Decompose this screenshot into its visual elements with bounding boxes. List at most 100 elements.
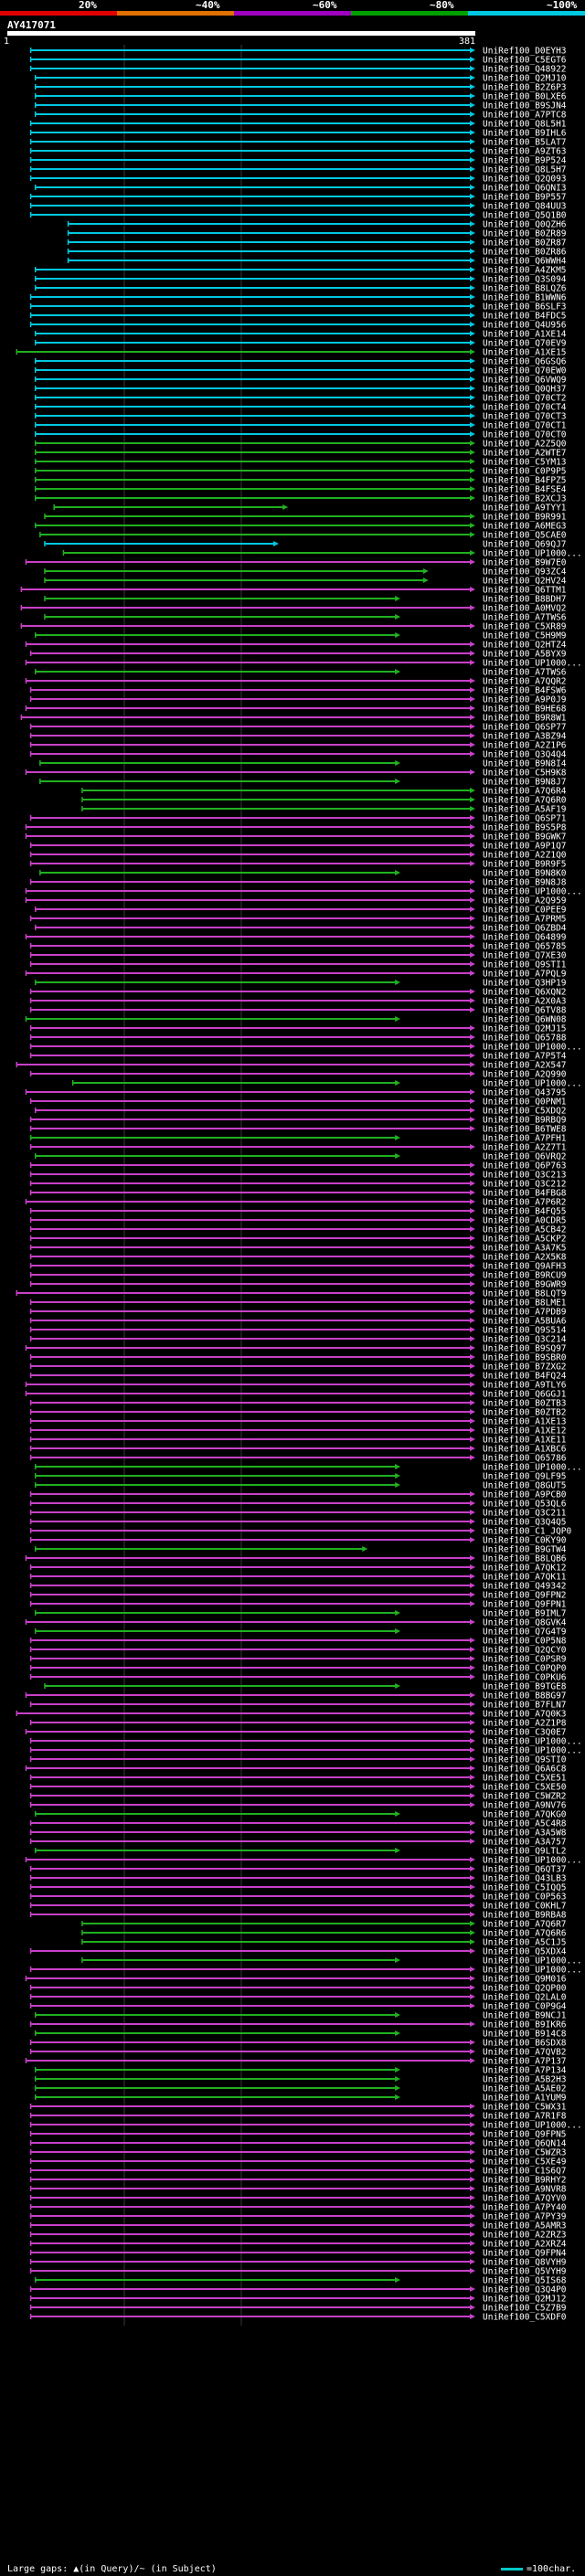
hit-label[interactable]: UniRef100_A9NV76 bbox=[483, 1801, 567, 1811]
hit-row[interactable]: UniRef100_Q64899 bbox=[25, 933, 567, 943]
hit-label[interactable]: UniRef100_A2Z1P6 bbox=[483, 741, 567, 751]
hit-row[interactable]: UniRef100_Q6XQN2 bbox=[29, 988, 567, 998]
hit-row[interactable]: UniRef100_Q9LTL2 bbox=[34, 1847, 567, 1857]
hit-row[interactable]: UniRef100_A9PCB0 bbox=[29, 1490, 567, 1500]
hit-label[interactable]: UniRef100_A2X0A3 bbox=[483, 997, 567, 1007]
hit-label[interactable]: UniRef100_UP1000... bbox=[483, 887, 582, 897]
hit-row[interactable]: UniRef100_Q6P763 bbox=[29, 1161, 567, 1171]
hit-label[interactable]: UniRef100_C0KHL7 bbox=[483, 1902, 567, 1912]
hit-label[interactable]: UniRef100_B9N8K0 bbox=[483, 869, 567, 879]
hit-label[interactable]: UniRef100_C5XE49 bbox=[483, 2157, 567, 2168]
hit-label[interactable]: UniRef100_Q70CT4 bbox=[483, 403, 567, 413]
hit-label[interactable]: UniRef100_Q3C213 bbox=[483, 1171, 567, 1181]
hit-label[interactable]: UniRef100_Q6QT37 bbox=[483, 1865, 567, 1875]
hit-row[interactable]: UniRef100_C0PSR9 bbox=[29, 1655, 567, 1665]
hit-row[interactable]: UniRef100_A7PY40 bbox=[29, 2203, 567, 2213]
hit-row[interactable]: UniRef100_Q6QT37 bbox=[29, 1865, 567, 1875]
hit-row[interactable]: UniRef100_B0ZR86 bbox=[67, 248, 567, 258]
hit-row[interactable]: UniRef100_A5B2H3 bbox=[34, 2075, 567, 2085]
hit-label[interactable]: UniRef100_Q6GSQ6 bbox=[483, 357, 567, 367]
hit-row[interactable]: UniRef100_Q3HP19 bbox=[34, 979, 567, 989]
hit-row[interactable]: UniRef100_Q6QNI3 bbox=[34, 184, 567, 194]
hit-label[interactable]: UniRef100_Q5XDX4 bbox=[483, 1947, 567, 1957]
hit-label[interactable]: UniRef100_C5WZR2 bbox=[483, 1792, 567, 1802]
hit-row[interactable]: UniRef100_C5H9M9 bbox=[34, 631, 567, 641]
hit-row[interactable]: UniRef100_A7TWS6 bbox=[44, 613, 567, 623]
hit-label[interactable]: UniRef100_A7Q6R7 bbox=[483, 1920, 567, 1930]
hit-row[interactable]: UniRef100_B8LQT9 bbox=[16, 1289, 567, 1299]
hit-row[interactable]: UniRef100_Q3Q4Q4 bbox=[29, 750, 567, 760]
hit-row[interactable]: UniRef100_C5XDQ2 bbox=[34, 1107, 567, 1117]
hit-row[interactable]: UniRef100_Q9LF95 bbox=[34, 1472, 567, 1482]
hit-label[interactable]: UniRef100_Q70EV9 bbox=[483, 339, 567, 349]
hit-row[interactable]: UniRef100_Q65786 bbox=[29, 1454, 567, 1464]
hit-label[interactable]: UniRef100_Q9FPN1 bbox=[483, 1600, 567, 1610]
hit-row[interactable]: UniRef100_UP1000... bbox=[62, 549, 582, 559]
hit-row[interactable]: UniRef100_UP1000... bbox=[81, 1956, 582, 1966]
hit-row[interactable]: UniRef100_A1XE15 bbox=[16, 348, 567, 358]
hit-label[interactable]: UniRef100_B9W7E0 bbox=[483, 558, 567, 568]
hit-row[interactable]: UniRef100_Q8L5H7 bbox=[29, 165, 567, 175]
hit-label[interactable]: UniRef100_Q2QCY0 bbox=[483, 1646, 567, 1656]
hit-row[interactable]: UniRef100_Q5VYH9 bbox=[29, 2267, 567, 2277]
hit-label[interactable]: UniRef100_Q93ZC4 bbox=[483, 567, 567, 578]
hit-row[interactable]: UniRef100_A9TYY1 bbox=[53, 504, 567, 514]
hit-row[interactable]: UniRef100_A7P134 bbox=[34, 2066, 567, 2076]
hit-label[interactable]: UniRef100_UP1000... bbox=[483, 1463, 582, 1473]
hit-row[interactable]: UniRef100_B9GTW4 bbox=[34, 1545, 567, 1555]
hit-row[interactable]: UniRef100_C5XR89 bbox=[20, 622, 567, 632]
hit-row[interactable]: UniRef100_A4ZKM5 bbox=[34, 266, 567, 276]
hit-label[interactable]: UniRef100_B8LQB6 bbox=[483, 1554, 567, 1564]
hit-label[interactable]: UniRef100_Q8GVK4 bbox=[483, 1618, 567, 1628]
hit-row[interactable]: UniRef100_B9RBA8 bbox=[29, 1911, 567, 1921]
hit-row[interactable]: UniRef100_B4FPZ5 bbox=[34, 476, 567, 486]
hit-row[interactable]: UniRef100_B4FSW6 bbox=[29, 686, 567, 696]
hit-label[interactable]: UniRef100_A7P134 bbox=[483, 2066, 567, 2076]
hit-label[interactable]: UniRef100_UP1000... bbox=[483, 2121, 582, 2131]
hit-label[interactable]: UniRef100_B8LQT9 bbox=[483, 1289, 567, 1299]
hit-row[interactable]: UniRef100_Q7XE30 bbox=[29, 951, 567, 961]
hit-row[interactable]: UniRef100_A2Z1P8 bbox=[29, 1719, 567, 1729]
hit-row[interactable]: UniRef100_A5CKP2 bbox=[29, 1235, 567, 1245]
hit-row[interactable]: UniRef100_B9R8W1 bbox=[20, 714, 567, 724]
hit-label[interactable]: UniRef100_A2ZRZ3 bbox=[483, 2231, 567, 2241]
hit-row[interactable]: UniRef100_B914C8 bbox=[34, 2030, 567, 2040]
hit-label[interactable]: UniRef100_B9S5P8 bbox=[483, 823, 567, 833]
hit-row[interactable]: UniRef100_A3A5W8 bbox=[29, 1829, 567, 1839]
hit-label[interactable]: UniRef100_A1XBC6 bbox=[483, 1445, 567, 1455]
hit-row[interactable]: UniRef100_B8LQZ6 bbox=[34, 284, 567, 294]
hit-label[interactable]: UniRef100_UP1000... bbox=[483, 549, 582, 559]
hit-row[interactable]: UniRef100_Q5Q1B0 bbox=[29, 211, 567, 221]
hit-label[interactable]: UniRef100_B8BDH7 bbox=[483, 595, 567, 605]
hit-label[interactable]: UniRef100_B9TGE8 bbox=[483, 1682, 567, 1692]
hit-label[interactable]: UniRef100_A3A757 bbox=[483, 1838, 567, 1848]
hit-row[interactable]: UniRef100_Q2MJ10 bbox=[34, 74, 567, 84]
hit-row[interactable]: UniRef100_A7Q6R6 bbox=[81, 1929, 567, 1939]
hit-label[interactable]: UniRef100_Q70CT1 bbox=[483, 421, 567, 431]
hit-label[interactable]: UniRef100_Q0PNM1 bbox=[483, 1097, 567, 1108]
hit-row[interactable]: UniRef100_A3A7K5 bbox=[29, 1244, 567, 1254]
hit-row[interactable]: UniRef100_A2Z5Q0 bbox=[34, 440, 567, 450]
hit-row[interactable]: UniRef100_B9P524 bbox=[29, 156, 567, 166]
hit-label[interactable]: UniRef100_A2Z1Q0 bbox=[483, 851, 567, 861]
hit-row[interactable]: UniRef100_A2Q959 bbox=[25, 896, 567, 906]
hit-row[interactable]: UniRef100_Q3C214 bbox=[29, 1335, 567, 1345]
hit-label[interactable]: UniRef100_A1XE14 bbox=[483, 330, 567, 340]
hit-label[interactable]: UniRef100_D0EYH3 bbox=[483, 47, 567, 57]
hit-row[interactable]: UniRef100_Q2MJ12 bbox=[29, 2295, 567, 2305]
hit-row[interactable]: UniRef100_Q9STI0 bbox=[29, 1755, 567, 1765]
hit-label[interactable]: UniRef100_C1_JQP0 bbox=[483, 1527, 572, 1537]
hit-row[interactable]: UniRef100_B9N8K0 bbox=[39, 869, 567, 879]
hit-label[interactable]: UniRef100_A2Q959 bbox=[483, 896, 567, 906]
hit-label[interactable]: UniRef100_B4FQ55 bbox=[483, 1207, 567, 1217]
hit-row[interactable]: UniRef100_A2ZRZ3 bbox=[29, 2231, 567, 2241]
hit-row[interactable]: UniRef100_A3BZ94 bbox=[29, 732, 567, 742]
hit-label[interactable]: UniRef100_A2X547 bbox=[483, 1061, 567, 1071]
hit-label[interactable]: UniRef100_A9TYY1 bbox=[483, 504, 567, 514]
hit-label[interactable]: UniRef100_Q64899 bbox=[483, 933, 567, 943]
hit-row[interactable]: UniRef100_Q6SP77 bbox=[29, 723, 567, 733]
hit-label[interactable]: UniRef100_A7R1F8 bbox=[483, 2112, 567, 2122]
hit-label[interactable]: UniRef100_C5XE51 bbox=[483, 1774, 567, 1784]
hit-label[interactable]: UniRef100_A4ZKM5 bbox=[483, 266, 567, 276]
hit-label[interactable]: UniRef100_Q6VWQ9 bbox=[483, 376, 567, 386]
